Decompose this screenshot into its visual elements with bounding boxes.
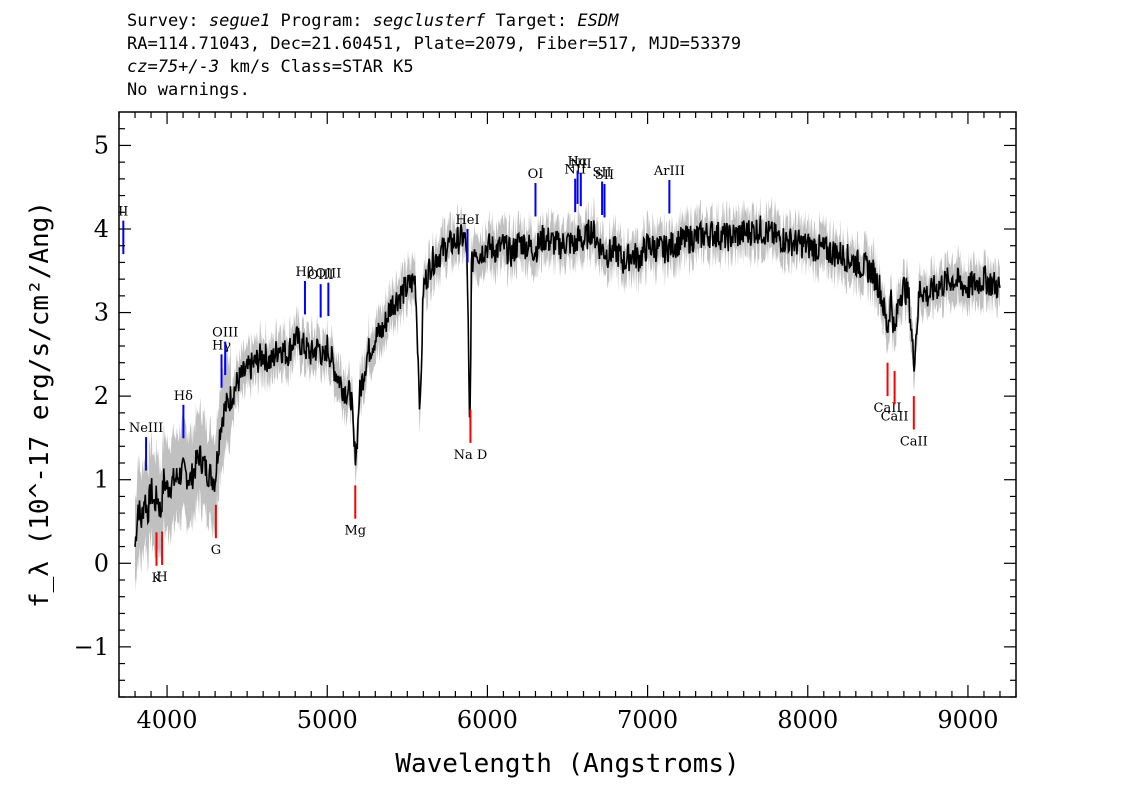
x-tick-label: 6000	[457, 706, 518, 734]
x-tick-label: 4000	[137, 706, 198, 734]
emission-line-label: Hβ	[296, 265, 315, 280]
y-tick-label: 5	[94, 131, 109, 159]
emission-line-label: OIII	[212, 326, 238, 341]
emission-line-label: Hγ	[212, 338, 231, 353]
x-tick-label: 8000	[777, 706, 838, 734]
x-axis-title: Wavelength (Angstroms)	[395, 749, 739, 779]
absorption-line-label: Mg	[344, 524, 366, 539]
emission-line-label: NII	[570, 157, 592, 172]
absorption-line-label: CaII	[881, 410, 909, 425]
target-label: Target:	[485, 11, 578, 31]
absorption-line-label: Na D	[454, 448, 488, 463]
axis-ticks: 4000 5000 6000 7000 8000 9000 −1 0 1 2 3 4 5	[74, 112, 1017, 734]
emission-line-label: OI	[528, 167, 544, 182]
header-line-warnings: No warnings.	[127, 80, 250, 100]
program-label: Program:	[270, 11, 373, 31]
error-band	[135, 196, 1000, 594]
survey-label: Survey:	[127, 11, 209, 31]
emission-line-label: Hα	[568, 155, 588, 170]
y-tick-label: 3	[94, 299, 109, 327]
emission-line-label: NeIII	[129, 421, 163, 436]
absorption-line-label: H	[156, 570, 167, 585]
x-tick-label: 7000	[617, 706, 678, 734]
x-tick-label: 5000	[297, 706, 358, 734]
survey-value: segue1	[208, 11, 271, 31]
y-tick-label: −1	[74, 633, 109, 661]
flux-series	[134, 215, 1001, 547]
absorption-line-label: CaII	[874, 401, 902, 416]
flux-line	[134, 215, 1001, 547]
emission-line-label: ArIII	[653, 164, 685, 179]
emission-line-label: SII	[595, 168, 614, 183]
y-tick-label: 2	[94, 382, 109, 410]
y-axis-title: f_λ (10^-17 erg/s/cm²/Ang)	[25, 201, 55, 608]
cz-value: cz=75+/-3	[127, 57, 220, 77]
class-value: km/s Class=STAR K5	[219, 57, 414, 77]
header-line-survey: Survey: segue1 Program: segclusterf Targ…	[127, 10, 741, 33]
emission-line-label: HeI	[455, 213, 479, 228]
absorption-line-label: K	[152, 571, 162, 586]
emission-line-label: Hδ	[174, 389, 193, 404]
header-line-coordinates: RA=114.71043, Dec=21.60451, Plate=2079, …	[127, 34, 742, 54]
emission-line-label: OIII	[315, 267, 341, 282]
x-tick-label: 9000	[937, 706, 998, 734]
header-line-redshift: cz=75+/-3 km/s Class=STAR K5	[127, 56, 741, 79]
absorption-line-label: G	[211, 543, 221, 558]
absorption-line-label: CaII	[900, 435, 928, 450]
spectrum-header: Survey: segue1 Program: segclusterf Targ…	[127, 10, 741, 102]
y-tick-label: 0	[94, 549, 109, 577]
program-value: segclusterf	[372, 11, 486, 31]
emission-line-label: OIII	[308, 268, 334, 283]
y-tick-label: 1	[94, 466, 109, 494]
error-band-area	[135, 196, 1000, 594]
y-tick-label: 4	[94, 215, 109, 243]
emission-line-label: SII	[593, 166, 612, 181]
target-value: ESDM	[577, 11, 619, 31]
